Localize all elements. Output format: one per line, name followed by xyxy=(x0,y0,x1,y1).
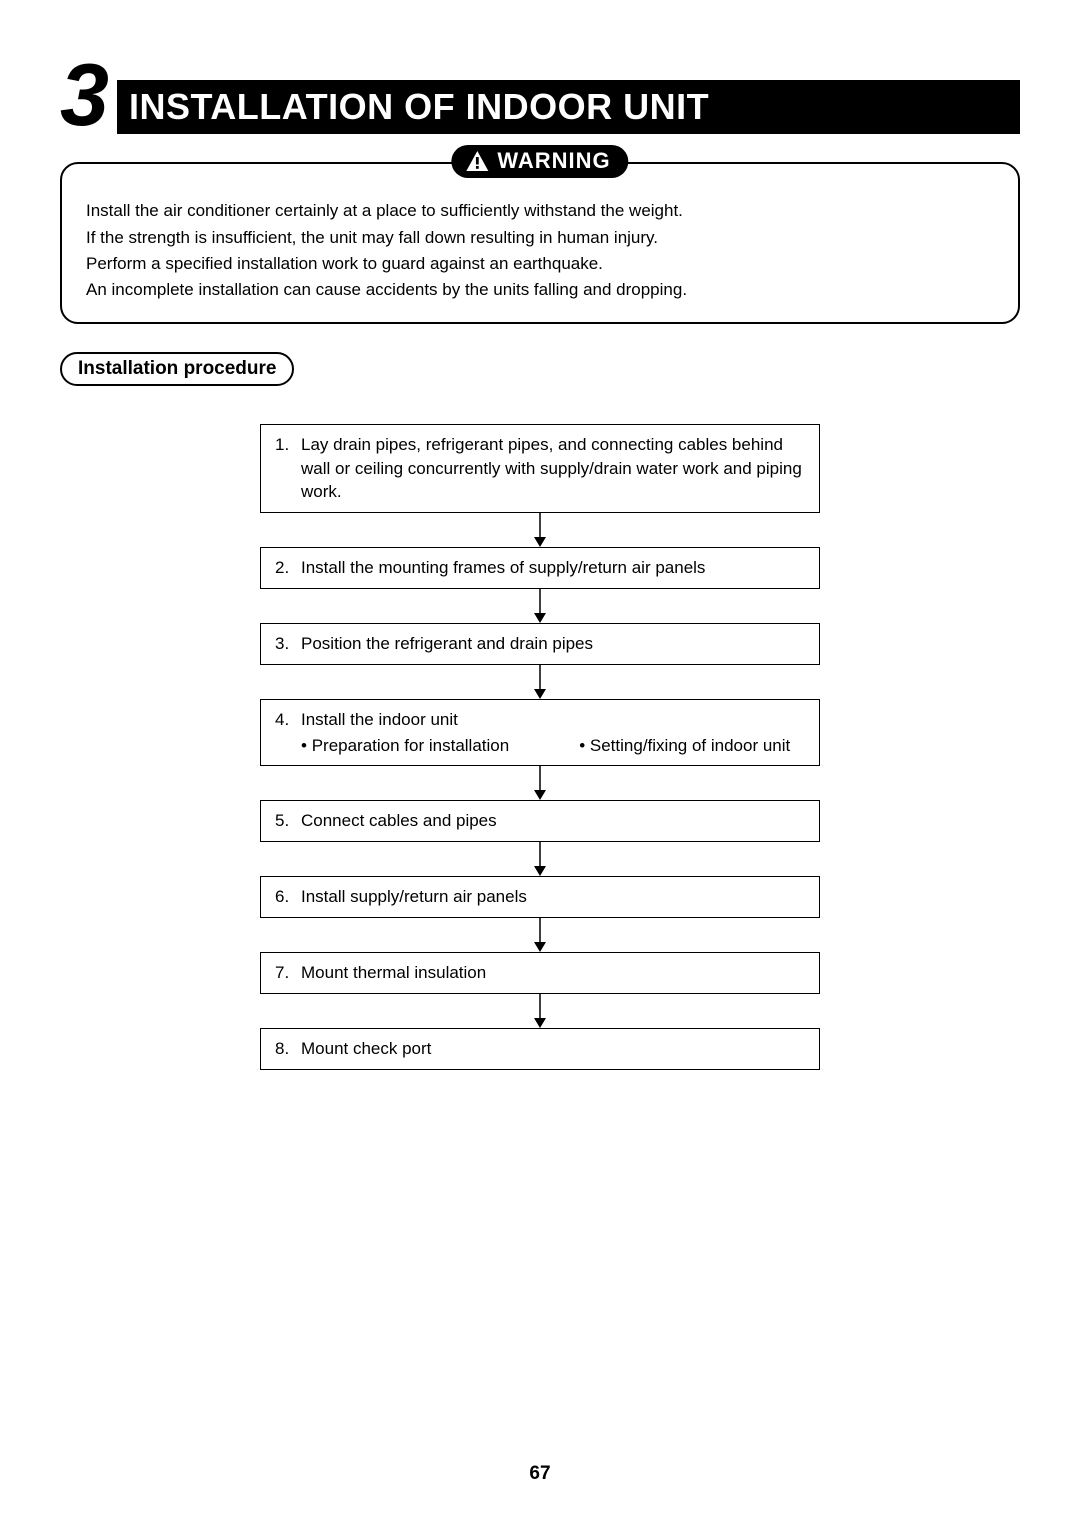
flow-step: 3.Position the refrigerant and drain pip… xyxy=(260,623,820,665)
flow-step: 5.Connect cables and pipes xyxy=(260,800,820,842)
chapter-number: 3 xyxy=(60,60,109,134)
flow-step-text: Install the indoor unit xyxy=(301,708,805,732)
warning-line: Install the air conditioner certainly at… xyxy=(86,198,994,224)
chapter-header: 3 INSTALLATION OF INDOOR UNIT xyxy=(60,60,1020,134)
warning-badge: WARNING xyxy=(451,145,628,178)
flow-step: 1.Lay drain pipes, refrigerant pipes, an… xyxy=(260,424,820,513)
flow-step-number: 7. xyxy=(275,961,301,985)
flow-step-text: Lay drain pipes, refrigerant pipes, and … xyxy=(301,433,805,504)
arrow-down-icon xyxy=(539,994,541,1028)
arrow-down-icon xyxy=(539,513,541,547)
flow-arrow xyxy=(260,665,820,699)
flow-step-subitem: Preparation for installation xyxy=(301,734,509,758)
flow-step-subitem: Setting/fixing of indoor unit xyxy=(579,734,790,758)
flow-step-number: 3. xyxy=(275,632,301,656)
flow-step: 6.Install supply/return air panels xyxy=(260,876,820,918)
flow-step-number: 8. xyxy=(275,1037,301,1061)
flow-step-text: Connect cables and pipes xyxy=(301,809,805,833)
flow-arrow xyxy=(260,513,820,547)
flow-step: 2.Install the mounting frames of supply/… xyxy=(260,547,820,589)
arrow-down-icon xyxy=(539,842,541,876)
warning-label: WARNING xyxy=(497,148,610,174)
flow-arrow xyxy=(260,918,820,952)
warning-triangle-icon xyxy=(465,150,489,172)
flow-step: 7.Mount thermal insulation xyxy=(260,952,820,994)
flow-step-number: 4. xyxy=(275,708,301,732)
flow-arrow xyxy=(260,589,820,623)
arrow-down-icon xyxy=(539,766,541,800)
page-number: 67 xyxy=(529,1463,550,1485)
flow-step-number: 2. xyxy=(275,556,301,580)
flow-step-text: Install the mounting frames of supply/re… xyxy=(301,556,805,580)
flow-step-text: Install supply/return air panels xyxy=(301,885,805,909)
warning-section: WARNING Install the air conditioner cert… xyxy=(60,162,1020,323)
flow-step-number: 5. xyxy=(275,809,301,833)
flow-step-subitems: Preparation for installation Setting/fixi… xyxy=(275,734,805,758)
arrow-down-icon xyxy=(539,665,541,699)
flow-arrow xyxy=(260,842,820,876)
flowchart: 1.Lay drain pipes, refrigerant pipes, an… xyxy=(260,424,820,1070)
flow-step-text: Mount thermal insulation xyxy=(301,961,805,985)
document-page: 3 INSTALLATION OF INDOOR UNIT WARNING In… xyxy=(0,0,1080,1525)
warning-line: An incomplete installation can cause acc… xyxy=(86,277,994,303)
flow-step-text: Mount check port xyxy=(301,1037,805,1061)
flow-step-number: 6. xyxy=(275,885,301,909)
flow-step-number: 1. xyxy=(275,433,301,504)
procedure-label: Installation procedure xyxy=(60,352,294,386)
warning-line: If the strength is insufficient, the uni… xyxy=(86,225,994,251)
flow-step: 4.Install the indoor unitPreparation for… xyxy=(260,699,820,767)
warning-line: Perform a specified installation work to… xyxy=(86,251,994,277)
arrow-down-icon xyxy=(539,918,541,952)
arrow-down-icon xyxy=(539,589,541,623)
warning-box: Install the air conditioner certainly at… xyxy=(60,162,1020,323)
flow-step-text: Position the refrigerant and drain pipes xyxy=(301,632,805,656)
flow-arrow xyxy=(260,994,820,1028)
flow-step: 8.Mount check port xyxy=(260,1028,820,1070)
flow-arrow xyxy=(260,766,820,800)
chapter-title: INSTALLATION OF INDOOR UNIT xyxy=(117,80,1020,134)
